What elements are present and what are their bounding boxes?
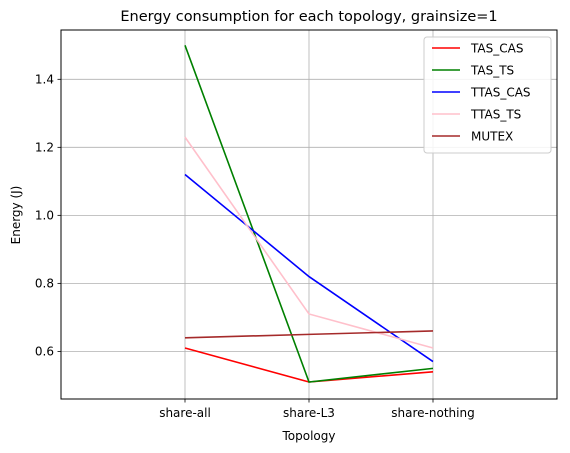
x-axis-label: Topology bbox=[282, 429, 336, 443]
chart-title: Energy consumption for each topology, gr… bbox=[120, 9, 497, 25]
legend-label: TAS_TS bbox=[470, 64, 514, 78]
series-line-ttas-ts bbox=[184, 136, 434, 349]
series-line-tas-ts bbox=[184, 45, 434, 383]
y-axis-label: Energy (J) bbox=[9, 186, 23, 245]
y-tick-label: 0.6 bbox=[35, 345, 54, 359]
legend-label: TTAS_CAS bbox=[470, 86, 531, 100]
legend-label: TAS_CAS bbox=[470, 42, 523, 56]
legend-frame bbox=[423, 36, 552, 154]
y-tick-label: 0.8 bbox=[35, 277, 54, 291]
legend-label: TTAS_TS bbox=[470, 108, 521, 122]
series-line-ttas-cas bbox=[184, 173, 434, 363]
x-tick-label: share-nothing bbox=[391, 406, 474, 420]
legend: TAS_CAS TAS_TS TTAS_CAS TTAS_TS MUTEX bbox=[423, 36, 552, 154]
x-tick-label: share-all bbox=[159, 406, 211, 420]
y-tick-label: 1.4 bbox=[35, 73, 54, 87]
tick-layer: share-all share-L3 share-nothing 0.6 0.8 1.0 1… bbox=[35, 73, 475, 420]
series-line-mutex bbox=[184, 330, 434, 339]
x-tick-label: share-L3 bbox=[283, 406, 335, 420]
y-tick-label: 1.0 bbox=[35, 209, 54, 223]
legend-label: MUTEX bbox=[471, 130, 513, 144]
series-layer bbox=[184, 45, 434, 383]
y-tick-label: 1.2 bbox=[35, 141, 54, 155]
